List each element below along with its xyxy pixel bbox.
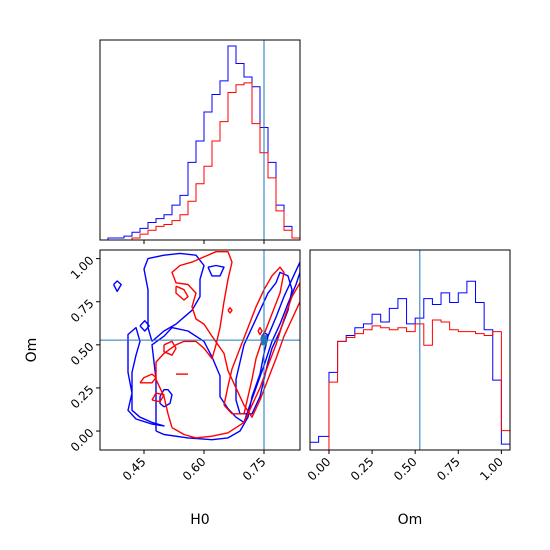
y-axis-label-om: Om bbox=[24, 338, 40, 363]
x-axis-label-h0: H0 bbox=[190, 512, 209, 528]
hist-h0-frame bbox=[99, 39, 301, 241]
hist-h0-series-0 bbox=[100, 45, 300, 240]
contour-2 bbox=[127, 326, 165, 427]
contour-x-tick-label-1: 0.60 bbox=[180, 455, 209, 484]
hist-om-x-tick-label-2: 0.50 bbox=[391, 455, 420, 484]
hist-om-panel: 0.00 0.25 0.50 0.75 1.00 bbox=[305, 249, 511, 484]
contour-0 bbox=[151, 261, 300, 441]
contour-y-tick-label-3: 0.75 bbox=[68, 296, 97, 325]
contour-x-tick-label-0: 0.45 bbox=[120, 455, 149, 484]
hist-h0-series-1 bbox=[100, 82, 300, 240]
contour-11 bbox=[139, 373, 157, 384]
contour-13 bbox=[151, 392, 165, 403]
contour-y-tick-label-1: 0.25 bbox=[68, 383, 97, 412]
hist-om-x-tick-label-3: 0.75 bbox=[434, 455, 463, 484]
contour-15 bbox=[227, 307, 233, 314]
hist-om-x-tick-label-0: 0.00 bbox=[305, 455, 334, 484]
hist-om-x-tick-label-4: 1.00 bbox=[477, 455, 506, 484]
contour-x-tick-label-2: 0.75 bbox=[240, 455, 269, 484]
contour-12 bbox=[163, 340, 177, 356]
hist-om-series-0 bbox=[310, 280, 510, 450]
hist-h0-panel bbox=[99, 39, 301, 244]
hist-om-x-tick-label-1: 0.25 bbox=[348, 455, 377, 484]
x-axis-label-om: Om bbox=[398, 512, 423, 528]
contour-16 bbox=[257, 326, 263, 336]
contour-10 bbox=[223, 266, 285, 415]
contour-1 bbox=[143, 252, 205, 342]
contour-4 bbox=[112, 280, 122, 293]
contour-panel: 0.45 0.60 0.75 0.00 0.25 0.50 0.75 1.00 bbox=[68, 249, 301, 484]
contour-3 bbox=[207, 264, 225, 277]
contour-frame bbox=[99, 249, 301, 451]
hist-om-frame bbox=[309, 249, 511, 451]
contour-y-tick-label-2: 0.50 bbox=[68, 340, 97, 369]
contour-14 bbox=[175, 285, 189, 301]
truth-marker bbox=[261, 335, 267, 346]
contour-5 bbox=[139, 320, 150, 332]
contour-y-tick-label-4: 1.00 bbox=[68, 253, 97, 282]
contour-9 bbox=[155, 250, 300, 439]
hist-om-series-1 bbox=[310, 319, 510, 450]
contour-y-tick-label-0: 0.00 bbox=[68, 426, 97, 455]
